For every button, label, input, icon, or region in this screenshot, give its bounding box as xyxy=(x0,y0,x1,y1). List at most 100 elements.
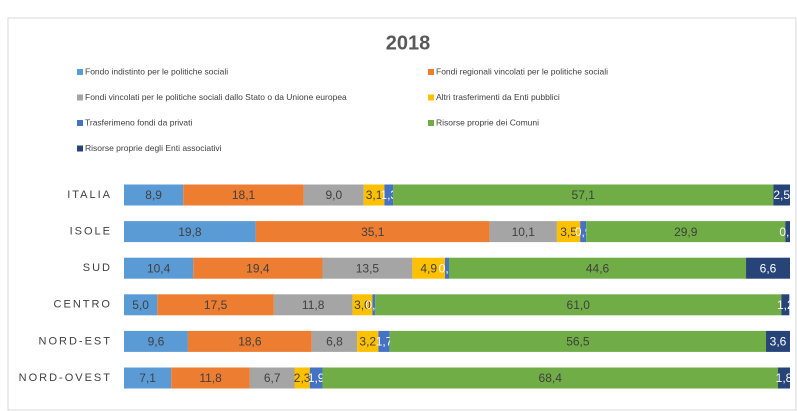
data-label: 61,0 xyxy=(567,298,591,312)
bar-segment xyxy=(785,221,790,243)
bar-segment xyxy=(773,184,790,206)
bar-segment xyxy=(378,330,390,352)
data-label: 7,1 xyxy=(139,371,156,385)
bar-segment xyxy=(294,367,310,389)
data-label: 35,1 xyxy=(361,225,385,239)
legend-label: Risorse proprie degli Enti associativi xyxy=(85,143,222,153)
legend-swatch xyxy=(77,94,83,101)
bar-segment xyxy=(171,367,250,389)
data-label: 1,9 xyxy=(308,371,325,385)
bar-segment xyxy=(389,330,767,352)
data-label: 44,6 xyxy=(586,261,610,275)
data-label: 68,4 xyxy=(539,371,563,385)
bar-segment xyxy=(124,294,158,316)
data-label: 6,7 xyxy=(264,371,281,385)
bar-segment xyxy=(303,184,364,206)
bar-segment xyxy=(124,257,194,279)
data-label: 11,8 xyxy=(199,371,222,385)
data-label: 3,6 xyxy=(770,335,787,349)
legend-swatch xyxy=(428,120,434,126)
data-label: 56,5 xyxy=(566,335,590,349)
bar-segment xyxy=(372,294,376,316)
legend-swatch xyxy=(428,69,434,75)
data-label: 19,8 xyxy=(178,225,202,239)
data-label: 9,0 xyxy=(325,188,342,202)
chart-title: 2018 xyxy=(386,32,431,54)
bar-segment xyxy=(384,184,394,206)
bar-segment xyxy=(124,367,172,389)
data-label: 1,2 xyxy=(777,298,794,312)
data-label: 3,1 xyxy=(366,188,383,202)
data-label: 1,7 xyxy=(376,335,393,349)
data-label: 11,8 xyxy=(302,298,325,312)
data-label: 19,4 xyxy=(246,261,270,275)
data-label: 8,9 xyxy=(145,188,162,202)
data-label: 5,0 xyxy=(132,298,149,312)
data-label: 4,9 xyxy=(420,261,437,275)
legend-label: Altri trasferimenti da Enti pubblici xyxy=(436,92,560,102)
y-tick-label: SUD xyxy=(83,262,112,274)
bar-segment xyxy=(556,221,581,243)
bar-segment xyxy=(157,294,274,316)
data-label: 2,5 xyxy=(773,188,790,202)
y-tick-label: NORD-OVEST xyxy=(19,372,112,384)
data-label: 6,6 xyxy=(760,261,777,275)
legend-swatch xyxy=(77,145,83,152)
data-label: 18,1 xyxy=(232,188,256,202)
bar-segment xyxy=(309,367,323,389)
data-label: 10,1 xyxy=(512,225,536,239)
legend-label: Fondi regionali vincolati per le politic… xyxy=(436,66,608,76)
legend-swatch xyxy=(77,69,83,75)
bar-segment xyxy=(193,257,323,279)
data-label: 57,1 xyxy=(572,188,596,202)
legend-swatch xyxy=(428,94,434,101)
bar-segment xyxy=(449,257,747,279)
data-label: 6,8 xyxy=(326,335,343,349)
bar-segment xyxy=(375,294,782,316)
bar-segment xyxy=(357,330,379,352)
legend-label: Fondo indistinto per le politiche social… xyxy=(85,66,228,76)
bar-segment xyxy=(363,184,385,206)
legend-label: Risorse proprie dei Comuni xyxy=(436,117,539,127)
bar-segment xyxy=(273,294,353,316)
data-label: 18,6 xyxy=(238,335,262,349)
data-label: 9,6 xyxy=(148,335,165,349)
data-label: 13,5 xyxy=(356,261,380,275)
bar-segment xyxy=(445,257,450,279)
bar-segment xyxy=(322,367,779,389)
bar-segment xyxy=(124,184,184,206)
data-label: 2,3 xyxy=(294,371,311,385)
data-label: 1,8 xyxy=(776,371,793,385)
bar-segment xyxy=(255,221,490,243)
data-label: 17,5 xyxy=(204,298,228,312)
y-tick-label: CENTRO xyxy=(54,299,112,311)
bar-segment xyxy=(311,330,358,352)
data-label: 3,2 xyxy=(359,335,376,349)
legend-label: Trasferimeno fondi da privati xyxy=(85,117,193,127)
bar-segment xyxy=(781,294,790,316)
bar-segment xyxy=(746,257,790,279)
bar-segment xyxy=(412,257,446,279)
bar-segment xyxy=(124,330,188,352)
bar-segment xyxy=(249,367,295,389)
data-label: 3,0 xyxy=(354,298,371,312)
bar-segment xyxy=(580,221,587,243)
bar-segment xyxy=(187,330,312,352)
bar-segment xyxy=(124,221,256,243)
y-tick-label: ITALIA xyxy=(67,189,112,201)
legend-label: Fondi vincolati per le politiche sociali… xyxy=(85,92,347,102)
bar-segment xyxy=(322,257,413,279)
y-tick-label: NORD-EST xyxy=(39,335,112,347)
data-label: 0,7 xyxy=(779,225,796,239)
legend-swatch xyxy=(77,120,83,126)
bar-segment xyxy=(586,221,786,243)
bar-segment xyxy=(489,221,557,243)
y-tick-label: ISOLE xyxy=(70,226,112,238)
data-label: 10,4 xyxy=(147,261,171,275)
bar-segment xyxy=(393,184,774,206)
bar-segment xyxy=(766,330,790,352)
bar-segment xyxy=(183,184,304,206)
data-label: 29,9 xyxy=(674,225,698,239)
bar-segment xyxy=(352,294,373,316)
